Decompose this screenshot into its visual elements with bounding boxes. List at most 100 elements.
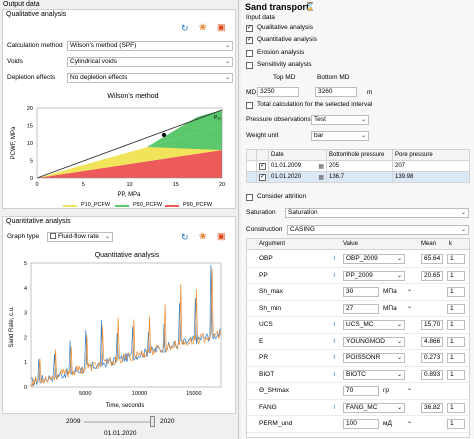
param-row[interactable]: PP ≀ PP_2009 ⌄ 20.65 1 xyxy=(247,268,469,284)
param-arg: PERM_und xyxy=(259,420,293,427)
qualitative-checkbox[interactable]: ✓ xyxy=(246,25,253,32)
top-md-input[interactable]: 3250 xyxy=(257,87,299,97)
param-arg: UCS xyxy=(259,321,273,328)
param-value-select[interactable]: UCS_MC ⌄ xyxy=(343,320,405,330)
param-k-input[interactable]: 1 xyxy=(447,336,465,347)
chevron-down-icon: ⌄ xyxy=(396,256,402,262)
param-value-input[interactable]: 100 xyxy=(343,419,379,429)
construction-select[interactable]: CASING ⌄ xyxy=(287,225,469,235)
param-k-input[interactable]: 1 xyxy=(447,270,465,281)
param-k-input[interactable]: 1 xyxy=(447,303,465,314)
param-row[interactable]: PR ≀ POISSONR ⌄ 0.273 1 xyxy=(247,350,469,367)
erosion-checkbox[interactable] xyxy=(246,50,253,57)
wave-icon: ≀ xyxy=(333,370,336,378)
refresh-icon[interactable]: ↻ xyxy=(181,232,189,242)
param-row[interactable]: Sh_max 30 МПа ⌄ 1 xyxy=(247,284,469,301)
param-row[interactable]: Sh_min 27 МПа ⌄ 1 xyxy=(247,301,469,317)
param-unit: МПа xyxy=(383,304,397,312)
pressure-obs-select[interactable]: Test ⌄ xyxy=(311,115,369,125)
param-arg: E xyxy=(259,337,264,345)
param-value-input[interactable]: 70 xyxy=(343,386,379,396)
param-arg: PP xyxy=(259,271,268,279)
erosion-checkbox-label: Erosion analysis xyxy=(257,49,305,56)
param-k-input[interactable]: 1 xyxy=(447,320,465,330)
param-row[interactable]: Θ_SHmax 70 гр ⌄ xyxy=(247,383,469,400)
date-cell[interactable]: 01.01.2009 ▦ xyxy=(268,160,327,172)
param-k-input[interactable]: 1 xyxy=(447,254,465,264)
chevron-down-icon: ⌄ xyxy=(396,338,402,345)
calc-method-select[interactable]: Wilson's method (SPF) ⌄ xyxy=(67,41,233,51)
quantitative-group: Quantitative analysis Graph type Fluid-f… xyxy=(2,216,236,414)
param-value-select[interactable]: YOUNGMOD ⌄ xyxy=(343,336,405,347)
quantitative-title: Quantitative analysis xyxy=(6,218,71,225)
qualitative-group: Qualitative analysis ↻ ❀ ▣ Calculation m… xyxy=(2,9,236,209)
table-row[interactable]: ✓ 01.01.2009 ▦ 205 207 xyxy=(246,160,470,172)
row-check-cell: ✓ xyxy=(256,160,269,172)
attrition-checkbox[interactable] xyxy=(246,194,253,201)
total-calc-label: Total calculation for the selected inter… xyxy=(257,101,373,108)
sensitivity-checkbox-label: Sensitivity analysis xyxy=(257,61,312,68)
wilson-x-tick: 5 xyxy=(82,182,85,188)
chevron-down-icon: ⌄ xyxy=(104,234,110,240)
param-value-select[interactable]: FANG_MC ⌄ xyxy=(343,402,405,413)
table-row[interactable]: ✓ 01.01.2020 ▦ 136.7 139.98 xyxy=(246,171,470,183)
graph-type-select[interactable]: Fluid-flow rate ⌄ xyxy=(47,232,113,242)
quantitative-checkbox[interactable]: ✓ xyxy=(246,37,253,44)
param-k-input[interactable]: 1 xyxy=(447,419,465,429)
bhp-cell[interactable]: 205 xyxy=(326,160,393,172)
param-value-select[interactable]: BIOTC ⌄ xyxy=(343,369,405,380)
calendar-icon[interactable]: ▦ xyxy=(318,174,324,181)
palette-icon[interactable]: ❀ xyxy=(199,22,207,32)
param-k-input[interactable]: 1 xyxy=(447,287,465,297)
param-row[interactable]: FANG ≀ FANG_MC ⌄ 36.82 1 xyxy=(247,400,469,416)
param-mean: 0.273 xyxy=(421,353,443,363)
param-arg: FANG xyxy=(259,403,277,411)
weight-unit-select[interactable]: bar ⌄ xyxy=(311,131,369,141)
param-row[interactable]: PERM_und 100 мД ⌄ 1 xyxy=(247,416,469,433)
series-orange-line xyxy=(30,268,222,388)
pp-cell[interactable]: 139.98 xyxy=(392,171,470,183)
param-row[interactable]: E ≀ YOUNGMOD ⌄ 4.866 1 xyxy=(247,334,469,350)
saturation-select[interactable]: Saturation ⌄ xyxy=(285,208,469,218)
param-value-select[interactable]: PP_2009 ⌄ xyxy=(343,270,405,281)
date-cell[interactable]: 01.01.2020 ▦ xyxy=(268,171,327,183)
refresh-icon[interactable]: ↻ xyxy=(181,23,189,33)
year-slider-handle[interactable] xyxy=(150,416,155,427)
chevron-down-icon: ⌄ xyxy=(360,133,366,139)
param-value-input[interactable]: 27 xyxy=(343,303,379,314)
voids-select[interactable]: Cylindrical voids ⌄ xyxy=(67,57,233,67)
pp-cell[interactable]: 207 xyxy=(392,160,470,172)
total-calc-checkbox[interactable] xyxy=(246,102,253,109)
param-k-input[interactable]: 1 xyxy=(447,353,465,363)
row-checkbox[interactable]: ✓ xyxy=(259,173,266,181)
camera-icon[interactable]: ▣ xyxy=(217,231,226,241)
row-checkbox[interactable]: ✓ xyxy=(259,162,266,170)
palette-icon[interactable]: ❀ xyxy=(199,231,207,241)
param-row[interactable]: OBP ≀ OBP_2009 ⌄ 65.64 1 xyxy=(247,251,469,268)
chevron-down-icon[interactable]: ⌄ xyxy=(407,303,413,310)
argument-header: Argument xyxy=(259,241,286,247)
chevron-down-icon[interactable]: ⌄ xyxy=(407,287,413,293)
chevron-down-icon[interactable]: ⌄ xyxy=(407,386,413,392)
wilson-x-tick: 15 xyxy=(173,182,179,188)
calendar-icon[interactable]: ▦ xyxy=(318,163,324,170)
param-value-input[interactable]: 30 xyxy=(343,287,379,297)
param-row[interactable]: UCS ≀ UCS_MC ⌄ 15.70 1 xyxy=(247,317,469,334)
depletion-select[interactable]: No depletion effects ⌄ xyxy=(67,73,233,83)
chevron-down-icon: ⌄ xyxy=(224,59,230,65)
bhp-cell[interactable]: 136.7 xyxy=(326,171,393,183)
sensitivity-checkbox[interactable] xyxy=(246,62,253,69)
param-value-select[interactable]: OBP_2009 ⌄ xyxy=(343,254,405,264)
bottom-md-input[interactable]: 3260 xyxy=(315,87,357,97)
md-unit: m xyxy=(367,89,373,96)
year-slider-track[interactable] xyxy=(84,421,154,423)
param-row[interactable]: BIOT ≀ BIOTC ⌄ 0.893 1 xyxy=(247,367,469,383)
camera-icon[interactable]: ▣ xyxy=(217,22,226,32)
weight-unit-value: bar xyxy=(314,132,324,139)
param-k-input[interactable]: 1 xyxy=(447,402,465,413)
chevron-down-icon[interactable]: ⌄ xyxy=(407,419,413,425)
param-k-input[interactable]: 1 xyxy=(447,369,465,380)
param-mean: 36.82 xyxy=(421,402,443,413)
param-value-select[interactable]: POISSONR ⌄ xyxy=(343,353,405,363)
quant-x-tick: 15000 xyxy=(186,391,201,397)
